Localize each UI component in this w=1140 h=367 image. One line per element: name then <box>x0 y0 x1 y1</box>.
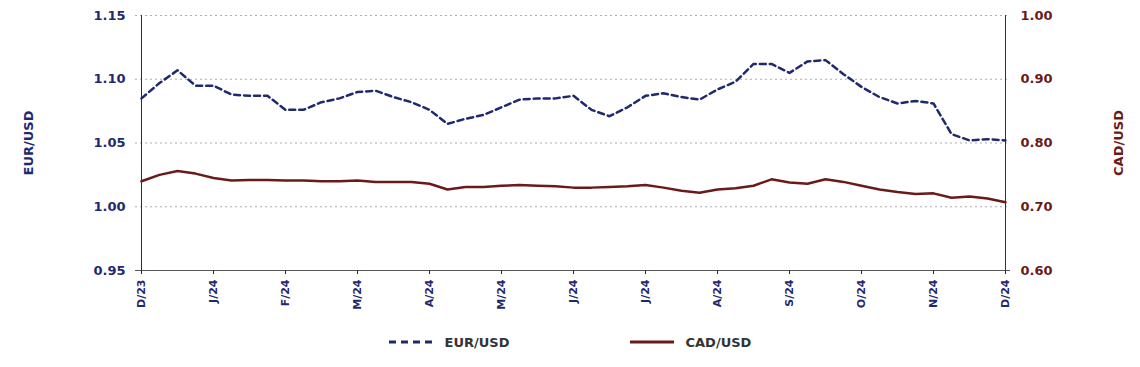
svg-text:0.80: 0.80 <box>1021 135 1053 150</box>
svg-text:1.10: 1.10 <box>93 71 125 86</box>
svg-text:J/24: J/24 <box>567 279 580 304</box>
svg-text:J/24: J/24 <box>207 279 220 304</box>
svg-text:0.60: 0.60 <box>1021 263 1053 278</box>
svg-text:0.70: 0.70 <box>1021 199 1053 214</box>
svg-text:1.05: 1.05 <box>93 135 125 150</box>
svg-text:F/24: F/24 <box>279 279 292 306</box>
svg-text:S/24: S/24 <box>783 279 796 307</box>
svg-text:A/24: A/24 <box>711 279 724 307</box>
svg-text:M/24: M/24 <box>351 279 364 310</box>
html-text:CAD/USD: CAD/USD <box>685 334 752 350</box>
svg-text:1.15: 1.15 <box>93 8 125 23</box>
svg-text:J/24: J/24 <box>639 279 652 304</box>
html-text:EUR/USD: EUR/USD <box>444 334 510 350</box>
svg-text:1.00: 1.00 <box>93 199 125 214</box>
svg-text:CAD/USD: CAD/USD <box>1111 110 1126 176</box>
svg-text:A/24: A/24 <box>423 279 436 307</box>
svg-text:N/24: N/24 <box>927 279 940 308</box>
svg-text:D/23: D/23 <box>135 280 148 308</box>
svg-text:M/24: M/24 <box>495 279 508 310</box>
svg-text:0.90: 0.90 <box>1021 71 1053 86</box>
svg-text:0.95: 0.95 <box>93 263 125 278</box>
svg-text:D/24: D/24 <box>999 279 1012 308</box>
svg-text:O/24: O/24 <box>855 279 868 308</box>
svg-text:EUR/USD: EUR/USD <box>21 110 36 175</box>
svg-text:1.00: 1.00 <box>1021 8 1053 23</box>
